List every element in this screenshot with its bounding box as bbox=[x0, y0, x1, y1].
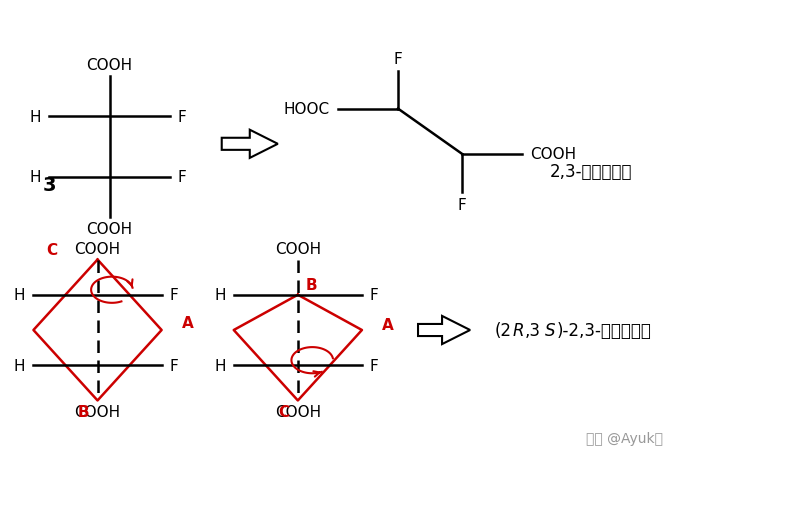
Text: B: B bbox=[305, 278, 317, 293]
Text: H: H bbox=[214, 288, 226, 302]
Text: C: C bbox=[279, 405, 289, 420]
Text: F: F bbox=[457, 197, 466, 212]
Text: H: H bbox=[30, 110, 42, 124]
Text: F: F bbox=[369, 288, 378, 302]
Text: F: F bbox=[393, 52, 402, 67]
Text: A: A bbox=[181, 315, 194, 330]
Text: ,3: ,3 bbox=[524, 321, 540, 339]
Polygon shape bbox=[418, 316, 470, 344]
Text: B: B bbox=[78, 405, 89, 420]
Text: S: S bbox=[544, 321, 554, 339]
Text: C: C bbox=[47, 242, 57, 258]
Text: COOH: COOH bbox=[275, 241, 320, 256]
Text: 2,3-二氟丁二酸: 2,3-二氟丁二酸 bbox=[549, 163, 632, 181]
Text: F: F bbox=[177, 110, 186, 124]
Text: 知乎 @Ayuk李: 知乎 @Ayuk李 bbox=[585, 431, 662, 445]
Text: COOH: COOH bbox=[87, 58, 132, 73]
Text: COOH: COOH bbox=[87, 221, 132, 236]
Text: F: F bbox=[369, 358, 378, 373]
Text: (2: (2 bbox=[494, 321, 511, 339]
Text: )-2,3-二氟丁二酸: )-2,3-二氟丁二酸 bbox=[556, 321, 650, 339]
Polygon shape bbox=[222, 130, 278, 159]
Text: H: H bbox=[30, 170, 42, 185]
Text: COOH: COOH bbox=[75, 241, 120, 256]
Text: F: F bbox=[177, 170, 186, 185]
Text: H: H bbox=[14, 288, 26, 302]
Text: HOOC: HOOC bbox=[283, 102, 329, 117]
Text: A: A bbox=[381, 318, 393, 333]
Text: H: H bbox=[14, 358, 26, 373]
Text: F: F bbox=[169, 358, 178, 373]
Text: COOH: COOH bbox=[529, 147, 576, 162]
Text: COOH: COOH bbox=[275, 405, 320, 420]
Text: F: F bbox=[169, 288, 178, 302]
Text: H: H bbox=[214, 358, 226, 373]
Text: R: R bbox=[512, 321, 524, 339]
Text: COOH: COOH bbox=[75, 405, 120, 420]
Text: 3: 3 bbox=[43, 175, 56, 194]
